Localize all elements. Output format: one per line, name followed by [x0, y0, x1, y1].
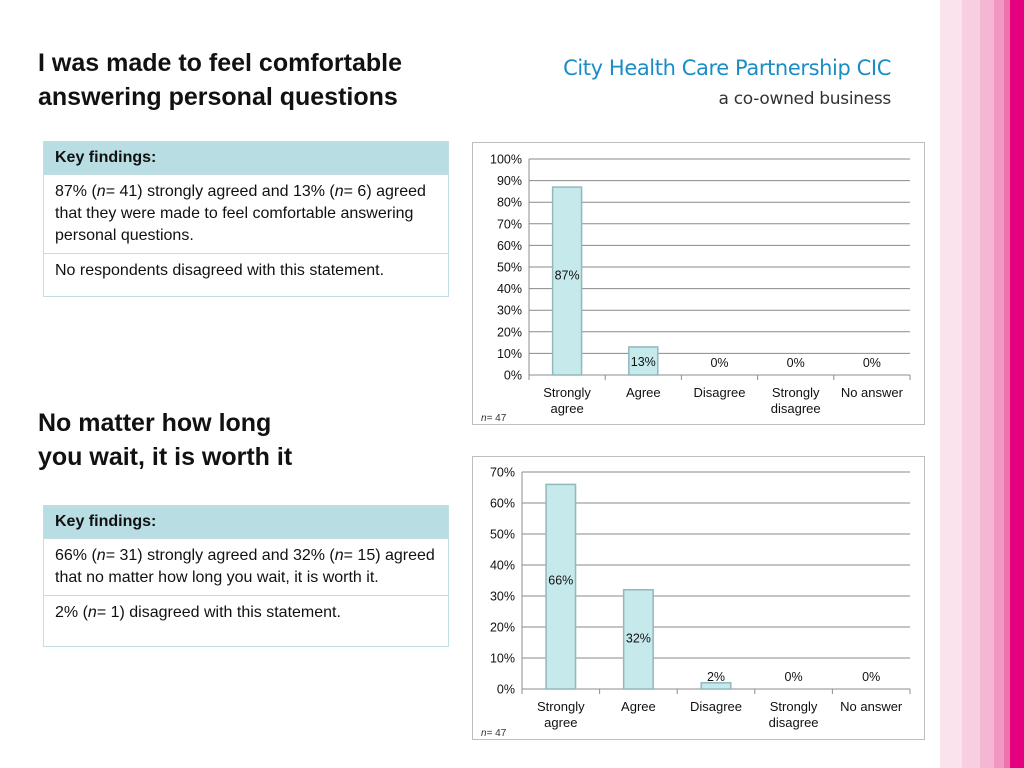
sample-size-note: n= 47: [481, 413, 507, 424]
n-symbol: n: [96, 183, 106, 200]
note-text: = 47: [487, 413, 507, 424]
y-tick-label: 90%: [497, 174, 522, 188]
y-tick-label: 50%: [497, 261, 522, 275]
x-tick-label: Disagree: [690, 699, 742, 714]
x-tick-label: disagree: [771, 401, 821, 416]
x-tick-label: No answer: [840, 699, 903, 714]
y-tick-label: 10%: [490, 652, 515, 666]
y-tick-label: 30%: [490, 590, 515, 604]
n-symbol: n: [87, 604, 97, 621]
chart-comfortable: 0% 10% 20% 30% 40% 50% 60% 70% 80% 90% 100% 87% Stro…: [472, 142, 925, 425]
y-tick-label: 40%: [497, 282, 522, 296]
finding-text: 66% (: [55, 547, 97, 564]
finding-row: 66% (n= 31) strongly agreed and 32% (n= …: [44, 539, 448, 596]
note-text: = 47: [487, 728, 507, 739]
stripe: [940, 0, 962, 768]
x-tick-label: Strongly: [543, 385, 591, 400]
y-tick-label: 80%: [497, 196, 522, 210]
data-label: 87%: [555, 269, 580, 283]
data-label: 66%: [548, 573, 573, 587]
bar: [545, 483, 577, 690]
x-tick-label: agree: [544, 715, 577, 730]
bar-chart-2: 0%10%20%30%40%50%60%70%66%Stronglyagree3…: [481, 466, 911, 739]
x-tick-label: No answer: [841, 385, 904, 400]
n-symbol: n: [334, 547, 344, 564]
title-line: I was made to feel comfortable: [38, 49, 402, 77]
data-label: 0%: [863, 356, 881, 370]
y-tick-label: 40%: [490, 559, 515, 573]
title-line: you wait, it is worth it: [38, 443, 293, 471]
section1-title: I was made to feel comfortable answering…: [38, 46, 402, 114]
y-tick-label: 60%: [490, 497, 515, 511]
stripe: [994, 0, 1004, 768]
data-label: 0%: [710, 356, 728, 370]
finding-row: No respondents disagreed with this state…: [44, 254, 448, 296]
logo: City Health Care Partnership CIC a co-ow…: [563, 56, 891, 109]
finding-row: 2% (n= 1) disagreed with this statement.: [44, 596, 448, 646]
finding-text: No respondents disagreed with this state…: [55, 262, 385, 279]
logo-tagline: a co-owned business: [718, 89, 892, 109]
key-findings-header: Key findings:: [44, 142, 448, 175]
data-label: 0%: [862, 670, 880, 684]
y-tick-label: 100%: [490, 153, 522, 167]
finding-row: 87% (n= 41) strongly agreed and 13% (n= …: [44, 175, 448, 254]
n-symbol: n: [481, 413, 487, 424]
data-label: 13%: [631, 355, 656, 369]
bar: [700, 682, 732, 690]
y-tick-label: 20%: [490, 621, 515, 635]
finding-text: 2% (: [55, 604, 88, 621]
key-findings-header: Key findings:: [44, 506, 448, 539]
y-tick-label: 60%: [497, 239, 522, 253]
y-tick-label: 50%: [490, 528, 515, 542]
title-line: No matter how long: [38, 409, 272, 437]
data-label: 0%: [787, 356, 805, 370]
logo-name: City Health Care Partnership CIC: [563, 56, 891, 80]
finding-text: = 41) strongly agreed and 13% (: [105, 183, 335, 200]
bar: [628, 346, 659, 376]
x-tick-label: disagree: [769, 715, 819, 730]
finding-text: = 15) agreed that no matter how long you…: [55, 547, 435, 586]
stripe: [1004, 0, 1010, 768]
y-tick-label: 0%: [504, 369, 522, 383]
x-tick-label: agree: [550, 401, 583, 416]
stripe: [980, 0, 994, 768]
bar: [622, 589, 654, 690]
title-line: answering personal questions: [38, 83, 398, 111]
data-label: 32%: [626, 631, 651, 645]
n-symbol: n: [96, 547, 106, 564]
y-tick-label: 30%: [497, 304, 522, 318]
finding-text: = 1) disagreed with this statement.: [96, 604, 341, 621]
x-tick-label: Agree: [626, 385, 661, 400]
data-label: 0%: [785, 670, 803, 684]
y-tick-label: 10%: [497, 347, 522, 361]
bar-chart-1: 0% 10% 20% 30% 40% 50% 60% 70% 80% 90% 100% 87% Stro…: [481, 153, 911, 424]
key-findings-table-1: Key findings: 87% (n= 41) strongly agree…: [43, 141, 449, 297]
n-symbol: n: [481, 728, 487, 739]
y-tick-label: 70%: [497, 217, 522, 231]
y-tick-label: 0%: [497, 683, 515, 697]
x-tick-label: Disagree: [693, 385, 745, 400]
x-tick-label: Strongly: [537, 699, 585, 714]
key-findings-table-2: Key findings: 66% (n= 31) strongly agree…: [43, 505, 449, 647]
n-symbol: n: [334, 183, 344, 200]
decorative-stripes: [940, 0, 1024, 768]
y-tick-label: 20%: [497, 325, 522, 339]
y-tick-label: 70%: [490, 466, 515, 480]
x-tick-label: Strongly: [772, 385, 820, 400]
stripe: [1010, 0, 1024, 768]
chart-worth-wait: 0% 10% 20% 30% 40% 50% 60% 70% 66% Strongly agree 3…: [472, 456, 925, 740]
sample-size-note: n= 47: [481, 728, 507, 739]
finding-text: = 6) agreed that they were made to feel …: [55, 183, 426, 244]
stripe: [962, 0, 980, 768]
x-tick-label: Agree: [621, 699, 656, 714]
finding-text: 87% (: [55, 183, 97, 200]
x-tick-label: Strongly: [770, 699, 818, 714]
bar: [551, 186, 583, 376]
section2-title: No matter how long you wait, it is worth…: [38, 406, 292, 474]
data-label: 2%: [707, 670, 725, 684]
finding-text: = 31) strongly agreed and 32% (: [105, 547, 335, 564]
